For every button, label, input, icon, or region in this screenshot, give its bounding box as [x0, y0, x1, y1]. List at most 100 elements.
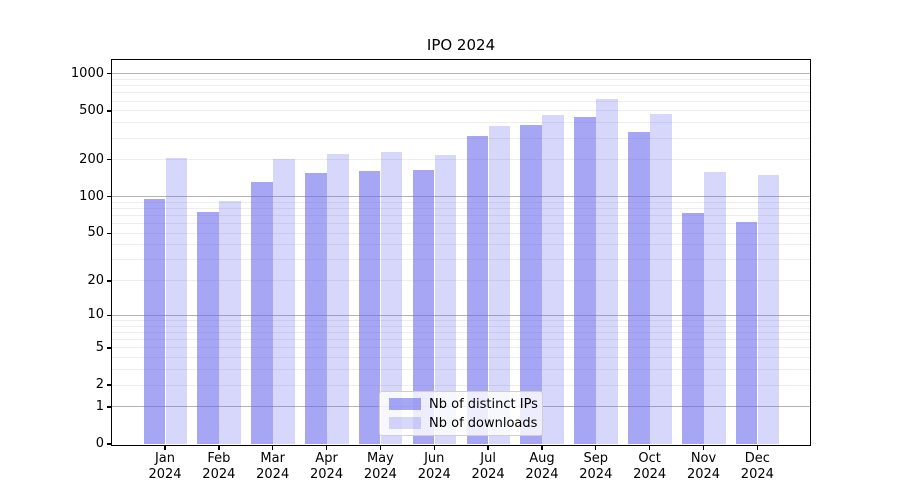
legend-label-downloads: Nb of downloads	[429, 415, 538, 431]
y-tick	[107, 159, 112, 161]
bar-downloads-apr	[327, 153, 349, 444]
x-tick	[325, 445, 328, 450]
x-tick	[702, 445, 705, 450]
y-tick-label: 100	[79, 188, 104, 204]
minor-gridline	[112, 215, 810, 217]
x-tick	[164, 445, 166, 450]
x-tick	[648, 445, 651, 450]
y-tick-label: 500	[79, 102, 104, 118]
y-tick-label: 1	[95, 398, 104, 414]
y-tick	[107, 443, 112, 445]
x-tick	[756, 445, 759, 450]
y-tick	[107, 232, 112, 234]
y-tick	[107, 384, 112, 386]
x-tick-label: Jan 2024	[148, 451, 182, 482]
y-tick	[107, 73, 112, 75]
x-tick-label: Jul 2024	[471, 451, 505, 482]
minor-gridline	[112, 347, 810, 349]
y-tick-label: 200	[79, 151, 104, 167]
x-tick-label: Nov 2024	[686, 451, 721, 482]
x-tick	[541, 445, 543, 450]
bar-downloads-oct	[650, 114, 672, 444]
minor-gridline	[112, 110, 810, 112]
bar-downloads-dec	[757, 175, 780, 444]
minor-gridline	[112, 339, 810, 341]
x-tick-label: Feb 2024	[202, 451, 236, 482]
minor-gridline	[112, 384, 810, 386]
y-tick-label: 2	[95, 377, 104, 393]
minor-gridline	[112, 92, 810, 94]
x-tick-label: May 2024	[363, 451, 397, 482]
y-tick	[107, 314, 112, 317]
minor-gridline	[112, 320, 810, 322]
minor-gridline	[112, 280, 810, 282]
bar-downloads-nov	[704, 171, 726, 444]
y-tick-label: 1000	[70, 65, 104, 81]
legend-item-downloads: Nb of downloads	[389, 416, 537, 431]
bar-distinct-ips-jul	[466, 136, 489, 444]
bar-downloads-sep	[596, 98, 618, 444]
y-tick-label: 0	[95, 436, 104, 451]
bar-distinct-ips-may	[358, 170, 381, 444]
major-gridline	[112, 73, 810, 75]
minor-gridline	[112, 122, 810, 124]
x-tick-label: Mar 2024	[256, 451, 290, 482]
legend-swatch-distinct-ips	[389, 398, 421, 410]
y-tick-label: 50	[87, 225, 104, 241]
bar-distinct-ips-aug	[520, 124, 542, 444]
bar-distinct-ips-sep	[574, 116, 596, 444]
x-tick-label: Apr 2024	[310, 451, 344, 482]
y-tick-label: 10	[87, 307, 104, 323]
x-tick	[595, 445, 597, 450]
plot-area	[112, 60, 810, 444]
y-tick	[107, 110, 112, 112]
major-gridline	[112, 314, 810, 316]
minor-gridline	[112, 232, 810, 234]
y-tick	[107, 347, 112, 349]
bar-downloads-may	[380, 152, 403, 444]
bar-distinct-ips-apr	[305, 172, 327, 444]
minor-gridline	[112, 100, 810, 102]
x-tick	[433, 445, 435, 450]
x-tick-label: Dec 2024	[740, 451, 774, 482]
minor-gridline	[112, 259, 810, 261]
major-gridline	[112, 196, 810, 198]
minor-gridline	[112, 332, 810, 334]
bar-distinct-ips-jan	[143, 199, 165, 444]
minor-gridline	[112, 223, 810, 225]
x-tick-label: Sep 2024	[579, 451, 613, 482]
bar-downloads-jan	[165, 158, 187, 444]
y-tick	[107, 406, 112, 408]
bar-distinct-ips-dec	[735, 221, 758, 444]
y-tick	[107, 280, 112, 282]
minor-gridline	[112, 369, 810, 371]
minor-gridline	[112, 325, 810, 327]
bar-downloads-feb	[219, 200, 241, 444]
minor-gridline	[112, 207, 810, 209]
bar-downloads-jun	[434, 154, 457, 444]
x-tick-label: Oct 2024	[633, 451, 667, 482]
legend-label-distinct-ips: Nb of distinct IPs	[429, 396, 538, 412]
legend: Nb of distinct IPs Nb of downloads	[379, 391, 543, 436]
minor-gridline	[112, 201, 810, 203]
y-tick-label: 20	[87, 272, 104, 288]
x-tick-label: Aug 2024	[525, 451, 559, 482]
minor-gridline	[112, 357, 810, 359]
minor-gridline	[112, 78, 810, 80]
minor-gridline	[112, 244, 810, 246]
minor-gridline	[112, 137, 810, 139]
x-tick	[379, 445, 382, 450]
bar-distinct-ips-feb	[197, 211, 219, 444]
chart-title: IPO 2024	[426, 36, 496, 54]
bar-distinct-ips-nov	[682, 212, 704, 444]
bar-distinct-ips-oct	[628, 131, 650, 444]
y-tick	[107, 195, 112, 198]
x-tick	[272, 445, 274, 450]
bar-distinct-ips-jun	[412, 170, 435, 444]
x-tick-label: Jun 2024	[417, 451, 451, 482]
x-tick	[218, 445, 220, 450]
x-tick	[487, 445, 489, 450]
legend-swatch-downloads	[389, 417, 421, 429]
bar-distinct-ips-mar	[251, 181, 273, 444]
